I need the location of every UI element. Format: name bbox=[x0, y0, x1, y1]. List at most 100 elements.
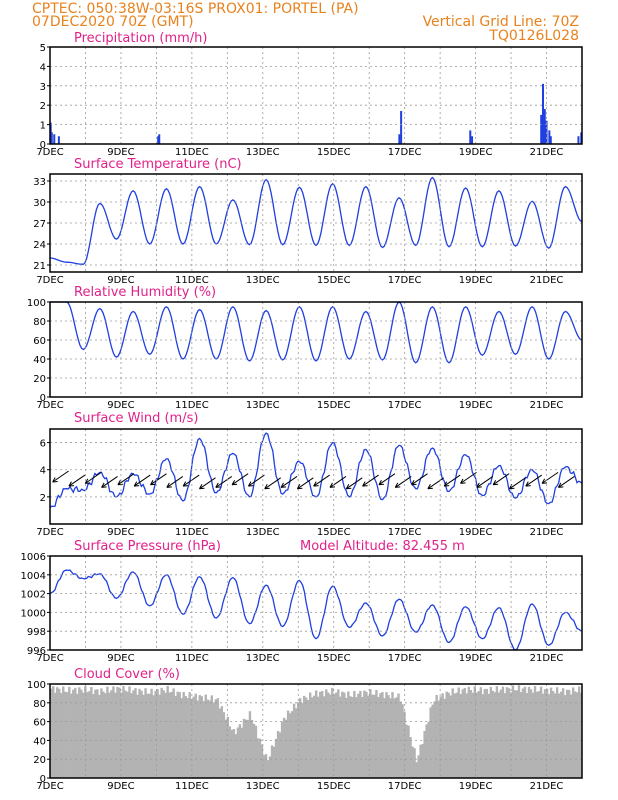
precipitation-xtick-label: 17DEC bbox=[388, 147, 422, 158]
precipitation-bar bbox=[541, 83, 544, 144]
wind-direction-arrow bbox=[52, 470, 69, 483]
cloud-cover-bar bbox=[78, 687, 81, 778]
cloud-cover-bar bbox=[312, 695, 316, 778]
cloud-cover-bar bbox=[479, 687, 483, 778]
cloud-cover-bar bbox=[236, 727, 240, 778]
cloud-cover-bar bbox=[250, 719, 254, 778]
cloud-cover-bar bbox=[112, 686, 115, 778]
precipitation-bar bbox=[398, 134, 401, 144]
wind-direction-arrow bbox=[199, 477, 216, 490]
cloud-cover-bar bbox=[503, 693, 507, 778]
wind-direction-arrow bbox=[460, 471, 477, 484]
cloud-cover-bar bbox=[429, 707, 432, 778]
cloud-cover-bar bbox=[82, 692, 85, 778]
cloud-cover-bar bbox=[387, 695, 390, 778]
cloud-cover-bar bbox=[367, 695, 370, 778]
cloud-cover-bar bbox=[561, 688, 565, 778]
cloud-cover-bar bbox=[543, 689, 547, 778]
wind-frame bbox=[49, 428, 583, 525]
wind-direction-arrow bbox=[557, 476, 575, 488]
humidity-xtick-label: 11DEC bbox=[175, 400, 209, 411]
cloud-cover-bar bbox=[567, 689, 571, 778]
cloud-cover-bar bbox=[208, 700, 212, 778]
cloud-cover-bar bbox=[431, 704, 434, 778]
cloud-cover-bar bbox=[80, 689, 83, 778]
cloud-cover-bar bbox=[351, 697, 354, 778]
cloud-cover-bar bbox=[539, 686, 543, 778]
wind-direction-arrow bbox=[427, 477, 445, 490]
cloud-cover-bar bbox=[164, 692, 167, 778]
cloud-cover-bar bbox=[214, 699, 218, 778]
cloud-cover-bar bbox=[64, 691, 67, 778]
cloud-cover-bar bbox=[521, 688, 525, 778]
cloud-cover-bar bbox=[565, 689, 569, 778]
cloud-cover-bar bbox=[333, 694, 336, 778]
cloud-cover-bar bbox=[425, 724, 428, 778]
cloud-cover-bar bbox=[337, 689, 340, 778]
precipitation-ytick-label: 0 bbox=[40, 140, 46, 151]
cloud-cover-bar bbox=[242, 718, 246, 778]
cloud-cover-bar bbox=[467, 686, 470, 778]
cloud-cover-bar bbox=[537, 691, 541, 778]
cloud-cover-bar bbox=[555, 687, 559, 778]
pressure-frame bbox=[49, 555, 583, 651]
temperature-xtick-label: 17DEC bbox=[388, 275, 422, 286]
cloud-cover-bar bbox=[457, 687, 460, 778]
cloud-cover-bar bbox=[475, 692, 479, 778]
cloud-cover-bar bbox=[176, 691, 179, 778]
wind-xtick-label: 15DEC bbox=[317, 527, 351, 538]
temperature-xtick-label: 21DEC bbox=[530, 275, 564, 286]
cloud-cover-bar bbox=[202, 701, 205, 778]
cloud-cover-bar bbox=[317, 696, 320, 778]
cloud-cover-bar bbox=[361, 697, 364, 778]
precipitation-bar bbox=[50, 132, 53, 144]
cloud-cover-bar bbox=[549, 687, 553, 778]
wind-direction-arrow bbox=[362, 474, 379, 487]
model-altitude-note: Model Altitude: 82.455 m bbox=[300, 539, 465, 554]
cloud-cover-bar bbox=[323, 696, 326, 778]
cloud-cover-title: Cloud Cover (%) bbox=[74, 667, 180, 682]
cloud-cover-bar bbox=[126, 691, 129, 778]
cloud-cover-bar bbox=[355, 697, 358, 778]
cloud-cover-bar bbox=[415, 762, 418, 778]
cloud-cover-xtick-label: 19DEC bbox=[459, 781, 493, 792]
precipitation-bar bbox=[548, 130, 551, 144]
cloud-cover-bar bbox=[128, 686, 131, 778]
cloud-cover-xtick-label: 15DEC bbox=[317, 781, 351, 792]
cloud-cover-bar bbox=[216, 698, 220, 778]
cloud-cover-bar bbox=[325, 689, 328, 778]
cloud-cover-bar bbox=[437, 700, 440, 778]
pressure-ytick-label: 1004 bbox=[21, 571, 46, 582]
cloud-cover-xtick-label: 9DEC bbox=[107, 781, 134, 792]
cloud-cover-bar bbox=[226, 716, 230, 778]
cloud-cover-bar bbox=[154, 690, 157, 778]
temperature-title: Surface Temperature (nC) bbox=[74, 157, 242, 172]
cloud-cover-bar bbox=[240, 727, 244, 778]
cloud-cover-bar bbox=[501, 686, 505, 778]
cloud-cover-bar bbox=[383, 698, 386, 778]
cloud-cover-xtick-label: 17DEC bbox=[388, 781, 422, 792]
cloud-cover-bar bbox=[130, 693, 133, 778]
wind-direction-arrow bbox=[231, 473, 249, 486]
cloud-cover-bar bbox=[188, 692, 191, 778]
cloud-cover-bar bbox=[413, 748, 416, 778]
cloud-cover-bar bbox=[357, 693, 360, 778]
cloud-cover-bar bbox=[282, 717, 286, 778]
header-grid-line: Vertical Grid Line: 70Z bbox=[423, 14, 579, 30]
cloud-cover-bar bbox=[50, 688, 53, 778]
cloud-cover-bar bbox=[531, 692, 535, 778]
cloud-cover-bar bbox=[373, 694, 376, 778]
precipitation-xtick-label: 15DEC bbox=[317, 147, 351, 158]
cloud-cover-bar bbox=[74, 687, 77, 778]
wind-direction-arrow bbox=[280, 476, 298, 488]
wind-ytick-label: 4 bbox=[40, 466, 46, 477]
cloud-cover-bar bbox=[377, 697, 380, 778]
cloud-cover-bar bbox=[569, 694, 573, 778]
cloud-cover-bar bbox=[527, 686, 531, 778]
wind-direction-arrow bbox=[313, 474, 330, 487]
cloud-cover-bar bbox=[407, 725, 410, 778]
wind-ytick-label: 6 bbox=[40, 439, 46, 450]
cloud-cover-bar bbox=[140, 690, 143, 778]
cloud-cover-xtick-label: 21DEC bbox=[530, 781, 564, 792]
pressure-xtick-label: 15DEC bbox=[317, 653, 351, 664]
